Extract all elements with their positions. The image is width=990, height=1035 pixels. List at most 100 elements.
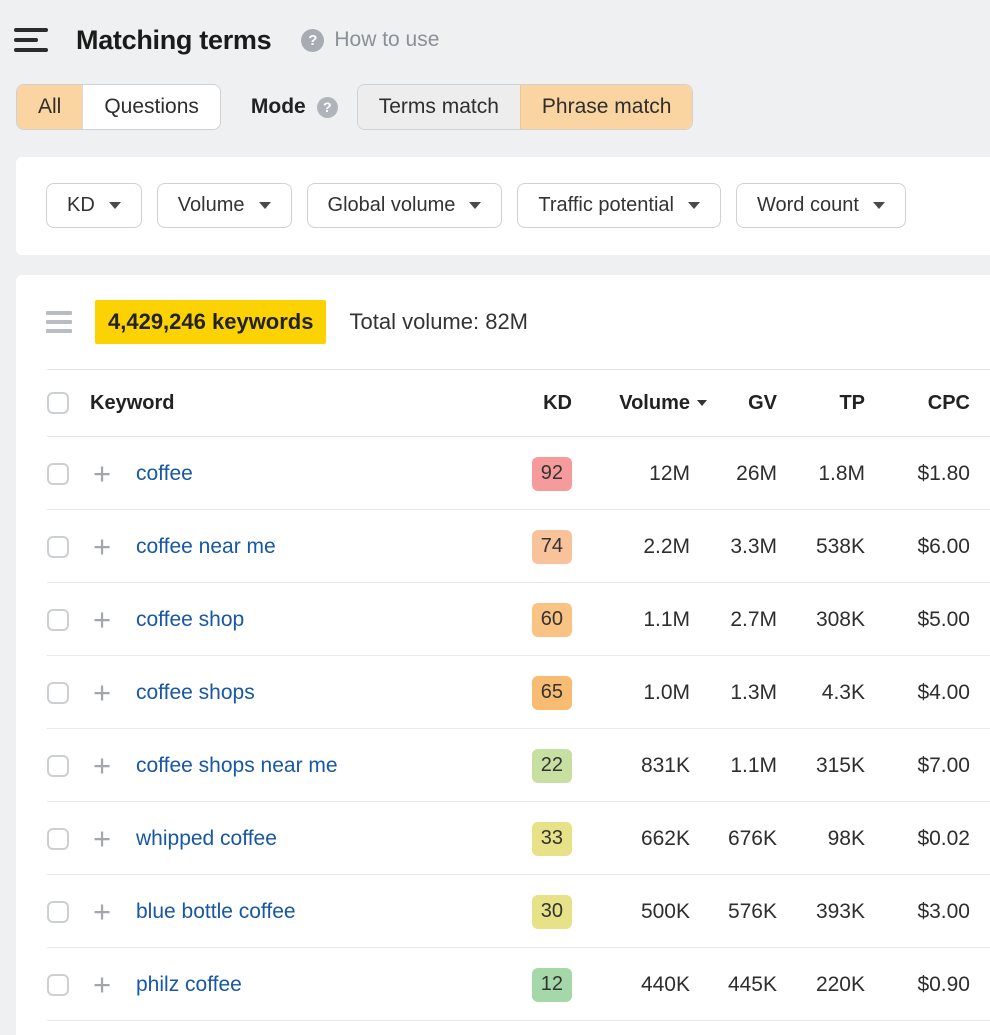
- how-to-use-link[interactable]: How to use: [301, 28, 439, 52]
- chevron-down-icon: [872, 202, 885, 209]
- keyword-link[interactable]: philz coffee: [136, 972, 242, 996]
- volume-value: 2.2M: [643, 534, 690, 558]
- table-row: philz coffee 12 440K 445K 220K $0.90: [16, 948, 990, 1021]
- cpc-value: $1.80: [917, 461, 970, 485]
- kd-badge: 33: [531, 821, 572, 856]
- column-header-volume-label: Volume: [619, 391, 690, 414]
- cpc-value: $0.02: [917, 826, 970, 850]
- tp-value: 315K: [815, 753, 865, 777]
- row-checkbox[interactable]: [47, 535, 69, 558]
- filters-card: KD Volume Global volume Traffic potential Wo…: [16, 157, 990, 255]
- gv-value: 1.3M: [730, 680, 777, 704]
- chevron-down-icon: [469, 202, 482, 209]
- table-row: coffee near me 74 2.2M 3.3M 538K $6.00: [16, 510, 990, 583]
- expand-plus-icon[interactable]: [90, 681, 114, 705]
- expand-plus-icon[interactable]: [90, 462, 114, 486]
- filters-row: KD Volume Global volume Traffic potential Wo…: [46, 183, 990, 228]
- question-filter-group: All Questions: [16, 84, 221, 130]
- volume-value: 1.0M: [643, 680, 690, 704]
- mode-terms-match[interactable]: Terms match: [357, 85, 520, 129]
- expand-plus-icon[interactable]: [90, 535, 114, 559]
- sort-descending-icon: [697, 400, 707, 406]
- kd-badge: 30: [531, 894, 572, 929]
- gv-value: 445K: [727, 972, 777, 996]
- table-row: blue bottle coffee 30 500K 576K 393K $3.…: [16, 875, 990, 948]
- filter-kd-button[interactable]: KD: [46, 183, 142, 228]
- gv-value: 676K: [727, 826, 777, 850]
- filter-button-label: KD: [67, 194, 95, 216]
- volume-value: 831K: [640, 753, 690, 777]
- table-row: coffee 92 12M 26M 1.8M $1.80: [16, 437, 990, 510]
- cpc-value: $6.00: [917, 534, 970, 558]
- expand-plus-icon[interactable]: [90, 827, 114, 851]
- volume-value: 1.1M: [643, 607, 690, 631]
- filter-volume-button[interactable]: Volume: [156, 183, 292, 228]
- select-all-checkbox[interactable]: [47, 392, 69, 414]
- gv-value: 26M: [736, 461, 777, 485]
- table-row: coffee shop 60 1.1M 2.7M 308K $5.00: [16, 583, 990, 656]
- volume-value: 662K: [640, 826, 690, 850]
- column-header-gv[interactable]: GV: [748, 391, 777, 414]
- tp-value: 4.3K: [821, 680, 865, 704]
- cpc-value: $5.00: [917, 607, 970, 631]
- keyword-link[interactable]: coffee near me: [136, 534, 276, 558]
- row-checkbox[interactable]: [47, 681, 69, 704]
- top-bar: Matching terms How to use: [0, 0, 990, 60]
- keyword-link[interactable]: blue bottle coffee: [136, 899, 296, 923]
- filter-word-count-button[interactable]: Word count: [735, 183, 906, 228]
- hamburger-menu-icon[interactable]: [14, 28, 48, 52]
- row-checkbox[interactable]: [47, 973, 69, 996]
- filter-button-label: Traffic potential: [538, 194, 674, 216]
- kd-badge: 65: [531, 675, 572, 710]
- mode-label: Mode: [250, 95, 306, 118]
- column-header-kd[interactable]: KD: [543, 391, 572, 414]
- keywords-count-badge: 4,429,246 keywords: [95, 300, 327, 344]
- keyword-link[interactable]: coffee shop: [136, 607, 245, 631]
- keyword-link[interactable]: coffee: [136, 461, 193, 485]
- tp-value: 393K: [815, 899, 865, 923]
- gv-value: 3.3M: [730, 534, 777, 558]
- tp-value: 98K: [827, 826, 865, 850]
- mode-help[interactable]: [316, 96, 338, 118]
- mode-phrase-match[interactable]: Phrase match: [519, 85, 693, 129]
- row-checkbox[interactable]: [47, 900, 69, 923]
- column-header-tp[interactable]: TP: [839, 391, 865, 414]
- tab-all[interactable]: All: [17, 85, 83, 129]
- keyword-link[interactable]: coffee shops near me: [136, 753, 338, 777]
- chevron-down-icon: [258, 202, 271, 209]
- expand-plus-icon[interactable]: [90, 973, 114, 997]
- expand-plus-icon[interactable]: [90, 900, 114, 924]
- list-menu-icon[interactable]: [46, 311, 72, 333]
- table-body: coffee 92 12M 26M 1.8M $1.80 coffee near…: [16, 437, 990, 1021]
- kd-badge: 12: [531, 967, 572, 1002]
- row-checkbox[interactable]: [47, 462, 69, 485]
- expand-plus-icon[interactable]: [90, 608, 114, 632]
- tp-value: 538K: [815, 534, 865, 558]
- gv-value: 576K: [727, 899, 777, 923]
- row-checkbox[interactable]: [47, 608, 69, 631]
- keyword-link[interactable]: coffee shops: [136, 680, 255, 704]
- filter-button-label: Word count: [756, 194, 859, 216]
- tp-value: 308K: [815, 607, 865, 631]
- chevron-down-icon: [108, 202, 121, 209]
- cpc-value: $4.00: [917, 680, 970, 704]
- expand-plus-icon[interactable]: [90, 754, 114, 778]
- row-checkbox[interactable]: [47, 754, 69, 777]
- kd-badge: 60: [531, 602, 572, 637]
- cpc-value: $3.00: [917, 899, 970, 923]
- filter-global-volume-button[interactable]: Global volume: [306, 183, 503, 228]
- row-checkbox[interactable]: [47, 827, 69, 850]
- chevron-down-icon: [687, 202, 700, 209]
- results-bar: 4,429,246 keywords Total volume: 82M: [16, 275, 990, 369]
- page-title: Matching terms: [76, 24, 272, 55]
- column-header-cpc[interactable]: CPC: [927, 391, 970, 414]
- results-card: 4,429,246 keywords Total volume: 82M Key…: [16, 275, 990, 1035]
- kd-badge: 92: [531, 456, 572, 491]
- tab-questions[interactable]: Questions: [82, 85, 220, 129]
- how-to-use-label: How to use: [334, 28, 440, 51]
- cpc-value: $7.00: [917, 753, 970, 777]
- keyword-link[interactable]: whipped coffee: [136, 826, 277, 850]
- question-mark-icon: [316, 96, 338, 118]
- column-header-volume[interactable]: Volume: [572, 391, 707, 415]
- filter-traffic-potential-button[interactable]: Traffic potential: [517, 183, 721, 228]
